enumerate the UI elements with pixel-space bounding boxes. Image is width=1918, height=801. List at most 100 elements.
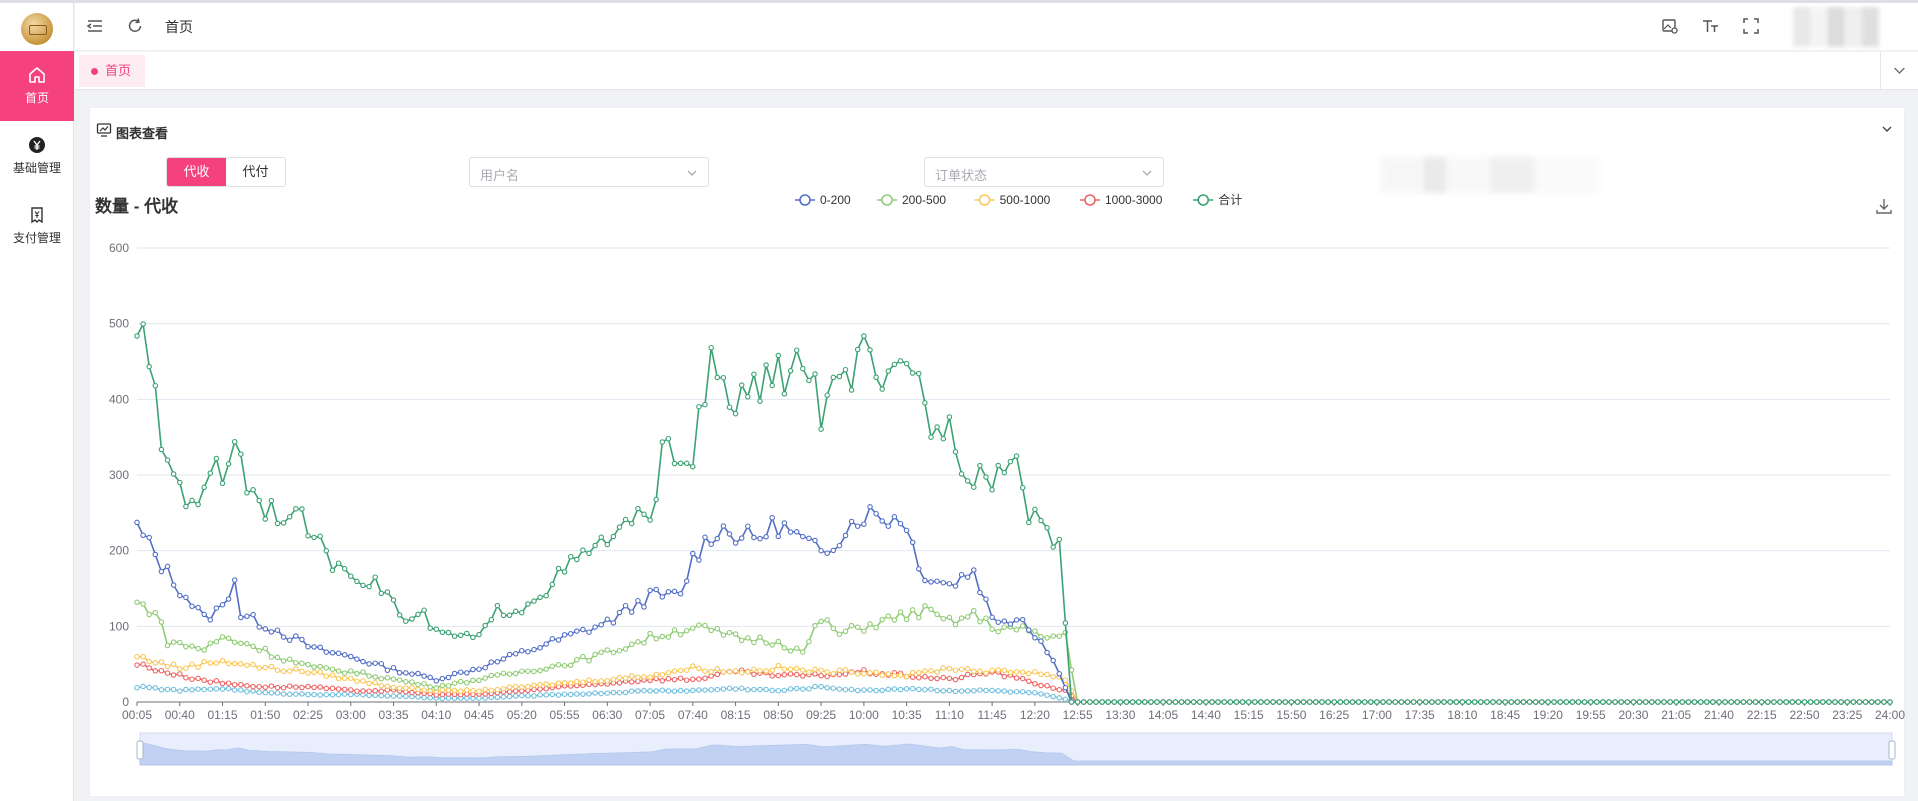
sidebar-item-home[interactable]: 首页 (0, 51, 74, 121)
zoom-handle-left[interactable] (136, 740, 144, 760)
data-point (390, 684, 397, 691)
legend-swatch-dot[interactable] (799, 194, 811, 206)
segment-collection-button[interactable]: 代收 (167, 158, 226, 186)
home-icon (29, 67, 45, 83)
data-point (690, 550, 696, 557)
sidebar-item-payment-management[interactable]: 支付管理 (0, 191, 74, 261)
data-point (348, 573, 354, 579)
data-point (763, 362, 769, 368)
data-point (134, 333, 140, 339)
x-tick-label: 05:55 (550, 708, 580, 722)
chevron-down-icon[interactable] (1880, 52, 1918, 90)
data-point (543, 692, 549, 698)
app-logo[interactable] (21, 13, 53, 45)
data-point (1001, 624, 1008, 630)
data-point (775, 687, 782, 694)
legend-label[interactable]: 200-500 (902, 193, 946, 207)
data-point (323, 649, 330, 655)
data-point (1581, 699, 1588, 705)
data-point (360, 582, 366, 589)
data-point (1587, 699, 1594, 705)
data-point (903, 616, 910, 623)
data-point (891, 686, 898, 692)
data-point (1209, 699, 1215, 705)
data-point (1832, 699, 1838, 705)
data-point (628, 520, 635, 527)
data-point (561, 691, 568, 697)
data-point (201, 686, 207, 693)
data-point (751, 686, 757, 693)
sidebar-item-basic-management[interactable]: 基础管理 (0, 121, 74, 191)
data-point (421, 607, 427, 613)
data-point (928, 686, 934, 692)
data-point (757, 535, 763, 542)
data-point (1013, 617, 1020, 623)
zoom-handle-right[interactable] (1888, 740, 1896, 760)
legend-swatch-dot[interactable] (881, 194, 893, 206)
data-point (244, 662, 250, 669)
username-select[interactable]: 用户名 (469, 157, 709, 187)
data-point (1013, 688, 1020, 695)
data-point (720, 374, 727, 381)
chevron-down-icon[interactable] (1878, 120, 1896, 138)
image-search-icon[interactable] (1660, 16, 1680, 36)
data-point (140, 601, 146, 607)
legend-swatch-dot[interactable] (978, 194, 991, 206)
data-point (494, 602, 501, 609)
data-point (140, 683, 146, 690)
fullscreen-icon[interactable] (1741, 16, 1761, 36)
segment-payout-button[interactable]: 代付 (226, 158, 285, 186)
zoom-preview-area (139, 742, 1893, 766)
data-point (635, 674, 641, 680)
data-point (354, 656, 360, 662)
data-point (952, 449, 959, 455)
order-status-select[interactable]: 订单状态 (924, 157, 1164, 187)
legend-swatch-dot[interactable] (1084, 194, 1096, 206)
data-point (641, 674, 647, 680)
x-tick-label: 20:30 (1618, 708, 1648, 722)
data-point (512, 670, 519, 677)
legend-swatch-dot[interactable] (1197, 194, 1209, 206)
data-point (922, 603, 928, 609)
data-point (647, 630, 653, 637)
data-point (909, 674, 916, 680)
data-point (433, 626, 440, 632)
data-point (268, 654, 275, 660)
data-point (1062, 620, 1069, 626)
x-tick-label: 07:40 (678, 708, 708, 722)
legend-label[interactable]: 1000-3000 (1105, 193, 1163, 207)
data-point (671, 588, 678, 595)
legend-label[interactable]: 0-200 (820, 193, 851, 207)
data-point (1728, 699, 1734, 705)
data-point (439, 629, 446, 635)
data-point (1349, 699, 1356, 705)
data-point (1813, 699, 1820, 705)
data-point (286, 691, 293, 698)
font-size-icon[interactable] (1701, 16, 1721, 36)
data-point (158, 568, 165, 575)
data-point (1013, 675, 1020, 681)
user-avatar[interactable] (1793, 7, 1879, 47)
data-point (726, 685, 733, 692)
data-point (561, 662, 568, 669)
download-icon[interactable] (1874, 196, 1894, 216)
legend-label[interactable]: 500-1000 (1000, 193, 1051, 207)
refresh-icon[interactable] (125, 16, 145, 36)
data-point (286, 683, 293, 689)
x-tick-label: 00:40 (165, 708, 195, 722)
data-point (360, 658, 366, 665)
tab-home[interactable]: 首页 (79, 55, 146, 87)
data-point (494, 694, 501, 701)
data-point (763, 668, 769, 674)
x-tick-label: 10:00 (849, 708, 879, 722)
data-point (305, 643, 311, 650)
x-tick-label: 18:10 (1447, 708, 1477, 722)
data-point (329, 692, 336, 698)
legend-label[interactable]: 合计 (1218, 192, 1242, 207)
menu-fold-icon[interactable] (85, 16, 105, 36)
data-point (519, 684, 525, 690)
data-point (317, 669, 323, 675)
data-point (231, 639, 238, 646)
data-point (879, 616, 885, 623)
data-point (598, 622, 604, 628)
